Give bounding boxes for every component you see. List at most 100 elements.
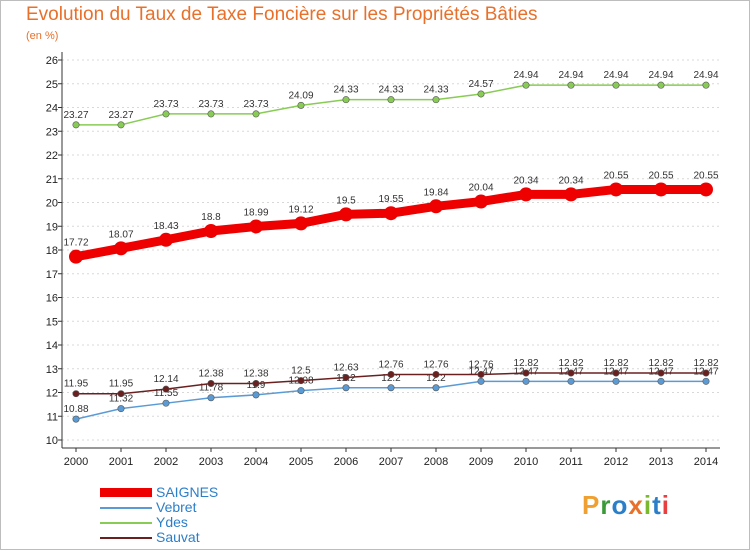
x-tick-label: 2005 [289,456,313,468]
data-label: 18.8 [201,212,221,223]
data-point [252,379,260,387]
data-label: 20.55 [648,170,673,181]
data-point [567,377,575,385]
data-point [114,241,128,256]
data-label: 20.04 [468,183,493,194]
data-label: 12.2 [426,373,446,384]
data-label: 11.95 [109,379,134,390]
data-point [162,110,170,118]
logo-letter: i [643,490,653,520]
y-tick-label: 17 [46,269,58,281]
data-point [159,232,173,247]
data-point [654,182,668,197]
data-point [477,377,485,385]
data-point [477,90,485,98]
x-tick-label: 2001 [109,456,133,468]
data-point [387,370,395,378]
data-point [432,384,440,392]
series-saignes: 17.72 18.07 18.43 18.8 18.99 19.12 19.5 19.55 19… [63,170,719,264]
y-tick-label: 18 [46,245,58,257]
y-tick-label: 24 [46,103,58,115]
data-label: 12.76 [423,359,448,370]
series-sauvat: 11.95 11.95 12.14 12.38 12.38 12.5 12.63 12.76 1… [64,358,719,398]
data-point [207,394,215,402]
y-tick-label: 16 [46,293,58,305]
data-point [72,415,80,423]
data-label: 24.94 [513,70,538,81]
data-label: 12.82 [648,358,673,369]
data-point [474,194,488,209]
data-point [657,377,665,385]
x-tick-label: 2004 [244,456,268,468]
x-tick-label: 2006 [334,456,358,468]
chart-title: Evolution du Taux de Taxe Foncière sur l… [26,4,538,25]
data-point [519,187,533,202]
data-label: 17.72 [63,238,88,249]
data-label: 18.43 [153,221,178,232]
logo-letter: P [582,490,601,520]
legend-item-vebret: Vebret [100,499,300,515]
y-tick-label: 22 [46,150,58,162]
data-label: 12.38 [198,368,223,379]
data-label: 20.34 [513,175,538,186]
legend-swatch-ydes [100,522,152,524]
data-label: 12.2 [381,373,401,384]
data-point [699,182,713,197]
data-label: 19.12 [288,204,313,215]
y-tick-label: 14 [46,340,58,352]
data-point [522,369,530,377]
x-tick-label: 2003 [199,456,223,468]
data-label: 11.95 [64,379,89,390]
y-tick-label: 11 [47,411,58,423]
data-point [384,206,398,221]
data-point [702,81,710,89]
x-tick-label: 2012 [604,456,628,468]
data-point [117,390,125,398]
data-label: 19.5 [336,195,356,206]
data-point [432,96,440,104]
data-label: 24.57 [468,79,493,90]
data-point [117,121,125,129]
data-label: 23.73 [243,99,268,110]
y-tick-label: 15 [46,316,58,328]
y-axis-unit: (en %) [26,30,59,42]
data-point [297,101,305,109]
x-tick-label: 2011 [559,456,583,468]
x-tick-label: 2000 [64,456,88,468]
data-label: 24.94 [693,70,718,81]
y-tick-label: 25 [46,79,58,91]
data-point [522,81,530,89]
data-point [567,369,575,377]
legend-swatch-sauvat [100,537,152,539]
x-tick-label: 2008 [424,456,448,468]
data-label: 12.14 [153,374,178,385]
logo-letter: r [600,490,612,520]
data-point [432,370,440,378]
data-point [207,379,215,387]
data-point [342,374,350,382]
legend-label-ydes: Ydes [156,514,188,530]
data-label: 12.82 [693,358,718,369]
data-point [297,387,305,395]
data-point [204,224,218,238]
y-tick-label: 19 [46,221,58,233]
data-label: 12.5 [291,366,311,377]
y-tick-label: 12 [46,388,58,400]
data-point [297,377,305,385]
data-label: 11.55 [154,388,179,399]
data-label: 20.34 [558,175,583,186]
data-point [69,249,83,264]
data-point [657,81,665,89]
data-point [657,369,665,377]
legend-swatch-saignes [100,488,152,497]
data-point [612,81,620,89]
data-label: 23.27 [63,110,88,121]
data-label: 24.94 [558,70,583,81]
data-point [522,377,530,385]
data-point [249,219,263,234]
data-point [342,96,350,104]
data-point [252,110,260,118]
x-tick-label: 2010 [514,456,538,468]
proxiti-logo: Proxiti [582,490,670,521]
